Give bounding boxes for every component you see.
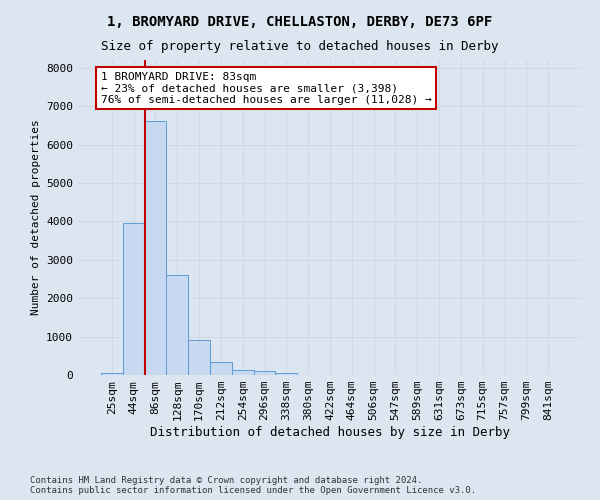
- X-axis label: Distribution of detached houses by size in Derby: Distribution of detached houses by size …: [150, 426, 510, 439]
- Text: 1, BROMYARD DRIVE, CHELLASTON, DERBY, DE73 6PF: 1, BROMYARD DRIVE, CHELLASTON, DERBY, DE…: [107, 15, 493, 29]
- Y-axis label: Number of detached properties: Number of detached properties: [31, 120, 41, 316]
- Bar: [101, 373, 123, 375]
- Bar: [210, 362, 232, 375]
- Bar: [232, 370, 254, 375]
- Bar: [188, 340, 210, 375]
- Text: 1 BROMYARD DRIVE: 83sqm
← 23% of detached houses are smaller (3,398)
76% of semi: 1 BROMYARD DRIVE: 83sqm ← 23% of detache…: [101, 72, 431, 104]
- Bar: [254, 371, 275, 375]
- Text: Size of property relative to detached houses in Derby: Size of property relative to detached ho…: [101, 40, 499, 53]
- Bar: [123, 224, 145, 375]
- Bar: [145, 122, 166, 375]
- Text: Contains HM Land Registry data © Crown copyright and database right 2024.
Contai: Contains HM Land Registry data © Crown c…: [30, 476, 476, 495]
- Bar: [275, 372, 297, 375]
- Bar: [166, 275, 188, 375]
